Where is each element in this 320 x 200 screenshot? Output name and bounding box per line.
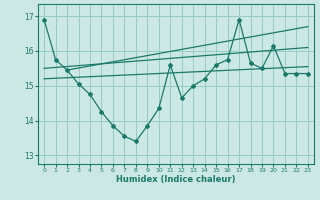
- X-axis label: Humidex (Indice chaleur): Humidex (Indice chaleur): [116, 175, 236, 184]
